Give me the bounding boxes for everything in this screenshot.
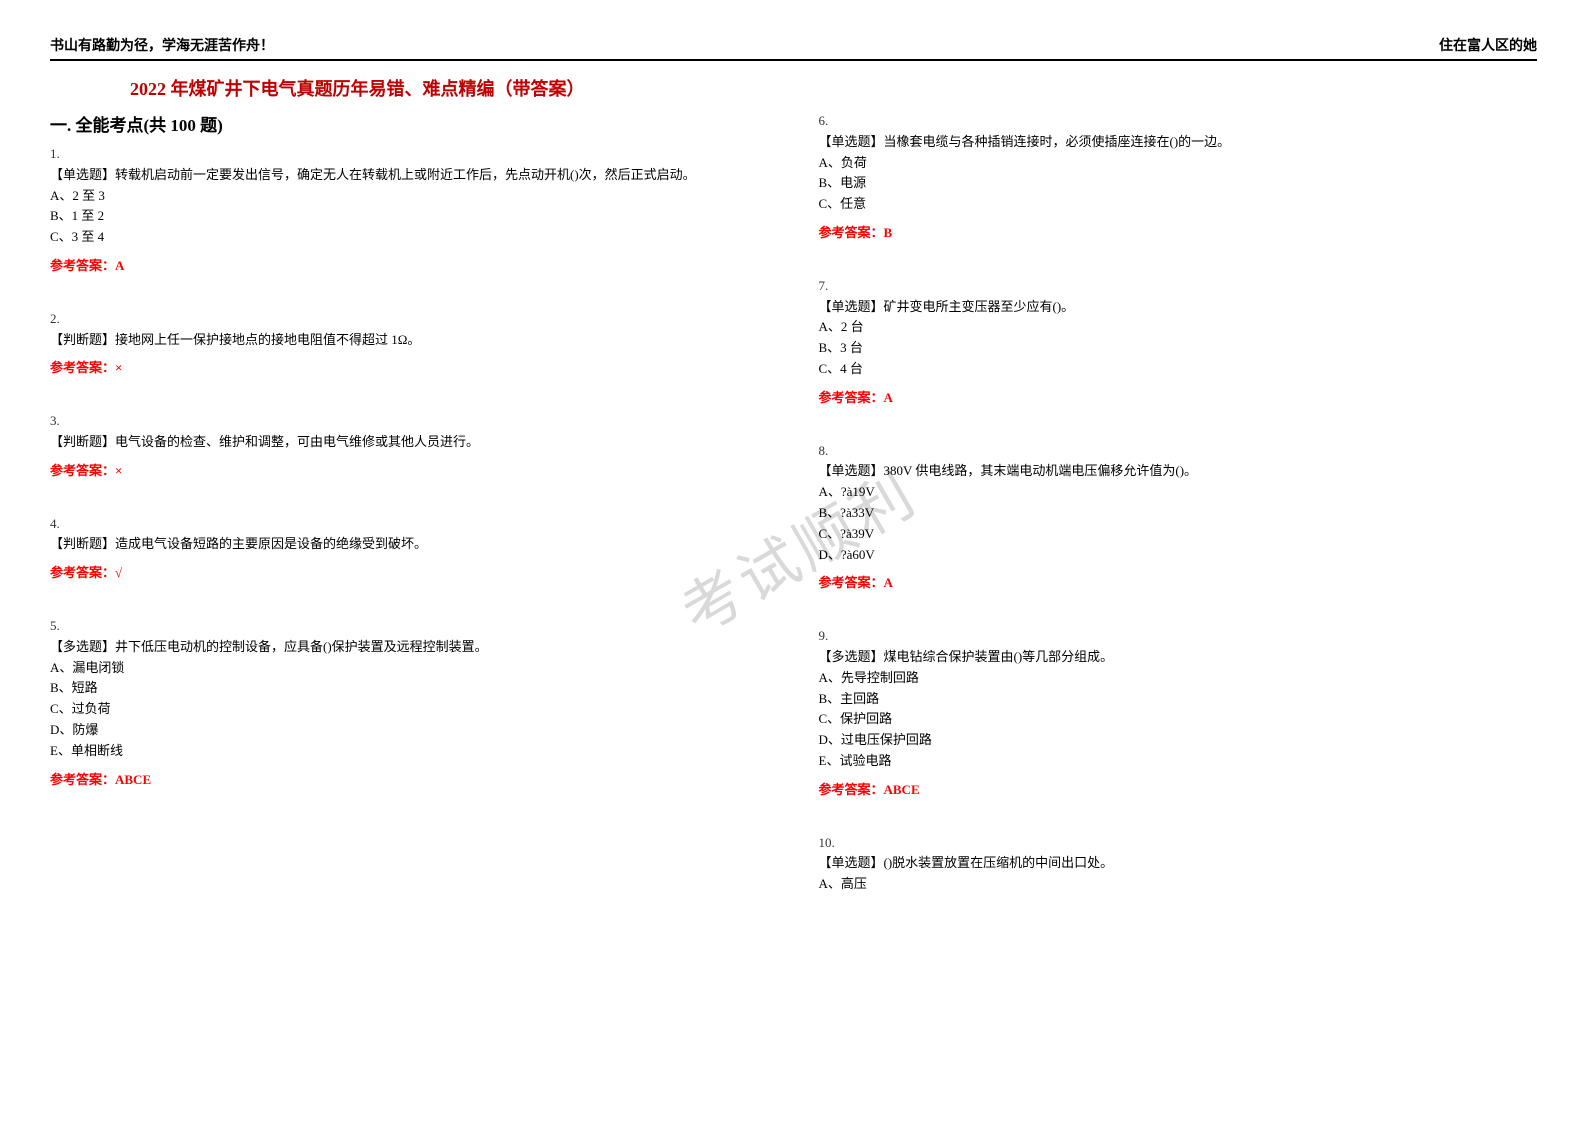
page-header: 书山有路勤为径，学海无涯苦作舟！ 住在富人区的她: [50, 35, 1537, 61]
q6-option-c: C、任意: [819, 194, 1538, 215]
q7-text: 【单选题】矿井变电所主变压器至少应有()。: [819, 297, 1538, 318]
q9-text: 【多选题】煤电钻综合保护装置由()等几部分组成。: [819, 647, 1538, 668]
q4-answer: 参考答案：√: [50, 563, 769, 584]
question-6: 6. 【单选题】当橡套电缆与各种插销连接时，必须使插座连接在()的一边。 A、负…: [819, 111, 1538, 244]
q8-answer: 参考答案：A: [819, 573, 1538, 594]
q7-option-b: B、3 台: [819, 338, 1538, 359]
q5-option-e: E、单相断线: [50, 741, 769, 762]
q1-option-c: C、3 至 4: [50, 227, 769, 248]
document-title: 2022 年煤矿井下电气真题历年易错、难点精编（带答案）: [50, 75, 1537, 101]
q8-option-a: A、?à19V: [819, 482, 1538, 503]
question-3: 3. 【判断题】电气设备的检查、维护和调整，可由电气维修或其他人员进行。 参考答…: [50, 411, 769, 481]
question-4: 4. 【判断题】造成电气设备短路的主要原因是设备的绝缘受到破坏。 参考答案：√: [50, 514, 769, 584]
q8-option-b: B、?à33V: [819, 503, 1538, 524]
q1-number: 1.: [50, 144, 769, 165]
q2-number: 2.: [50, 309, 769, 330]
q9-option-b: B、主回路: [819, 689, 1538, 710]
q3-answer: 参考答案：×: [50, 461, 769, 482]
q1-option-b: B、1 至 2: [50, 206, 769, 227]
q4-text: 【判断题】造成电气设备短路的主要原因是设备的绝缘受到破坏。: [50, 534, 769, 555]
q5-option-b: B、短路: [50, 678, 769, 699]
section-heading: 一. 全能考点(共 100 题): [50, 111, 769, 136]
q1-option-a: A、2 至 3: [50, 186, 769, 207]
q5-option-d: D、防爆: [50, 720, 769, 741]
question-5: 5. 【多选题】井下低压电动机的控制设备，应具备()保护装置及远程控制装置。 A…: [50, 616, 769, 790]
q10-option-a: A、高压: [819, 874, 1538, 895]
q4-number: 4.: [50, 514, 769, 535]
q9-option-c: C、保护回路: [819, 709, 1538, 730]
q8-text: 【单选题】380V 供电线路，其末端电动机端电压偏移允许值为()。: [819, 461, 1538, 482]
q9-option-d: D、过电压保护回路: [819, 730, 1538, 751]
q9-option-e: E、试验电路: [819, 751, 1538, 772]
question-9: 9. 【多选题】煤电钻综合保护装置由()等几部分组成。 A、先导控制回路 B、主…: [819, 626, 1538, 800]
q9-answer: 参考答案：ABCE: [819, 780, 1538, 801]
q9-number: 9.: [819, 626, 1538, 647]
q7-number: 7.: [819, 276, 1538, 297]
q5-text: 【多选题】井下低压电动机的控制设备，应具备()保护装置及远程控制装置。: [50, 637, 769, 658]
q6-answer: 参考答案：B: [819, 223, 1538, 244]
question-7: 7. 【单选题】矿井变电所主变压器至少应有()。 A、2 台 B、3 台 C、4…: [819, 276, 1538, 409]
q5-number: 5.: [50, 616, 769, 637]
question-10: 10. 【单选题】()脱水装置放置在压缩机的中间出口处。 A、高压: [819, 833, 1538, 895]
left-column: 一. 全能考点(共 100 题) 1. 【单选题】转载机启动前一定要发出信号，确…: [50, 111, 769, 927]
q3-number: 3.: [50, 411, 769, 432]
q8-option-c: C、?à39V: [819, 524, 1538, 545]
q1-answer: 参考答案：A: [50, 256, 769, 277]
right-column: 6. 【单选题】当橡套电缆与各种插销连接时，必须使插座连接在()的一边。 A、负…: [819, 111, 1538, 927]
q6-option-a: A、负荷: [819, 153, 1538, 174]
header-left-motto: 书山有路勤为径，学海无涯苦作舟！: [50, 35, 274, 55]
q6-text: 【单选题】当橡套电缆与各种插销连接时，必须使插座连接在()的一边。: [819, 132, 1538, 153]
q5-option-a: A、漏电闭锁: [50, 658, 769, 679]
header-right-text: 住在富人区的她: [1439, 35, 1537, 55]
q8-number: 8.: [819, 441, 1538, 462]
q2-answer: 参考答案：×: [50, 358, 769, 379]
q7-option-c: C、4 台: [819, 359, 1538, 380]
q7-answer: 参考答案：A: [819, 388, 1538, 409]
q7-option-a: A、2 台: [819, 317, 1538, 338]
question-1: 1. 【单选题】转载机启动前一定要发出信号，确定无人在转载机上或附近工作后，先点…: [50, 144, 769, 277]
question-2: 2. 【判断题】接地网上任一保护接地点的接地电阻值不得超过 1Ω。 参考答案：×: [50, 309, 769, 379]
q2-text: 【判断题】接地网上任一保护接地点的接地电阻值不得超过 1Ω。: [50, 330, 769, 351]
q1-text: 【单选题】转载机启动前一定要发出信号，确定无人在转载机上或附近工作后，先点动开机…: [50, 165, 769, 186]
q10-number: 10.: [819, 833, 1538, 854]
q3-text: 【判断题】电气设备的检查、维护和调整，可由电气维修或其他人员进行。: [50, 432, 769, 453]
q9-option-a: A、先导控制回路: [819, 668, 1538, 689]
q6-number: 6.: [819, 111, 1538, 132]
q6-option-b: B、电源: [819, 173, 1538, 194]
q8-option-d: D、?à60V: [819, 545, 1538, 566]
content-columns: 一. 全能考点(共 100 题) 1. 【单选题】转载机启动前一定要发出信号，确…: [50, 111, 1537, 927]
q10-text: 【单选题】()脱水装置放置在压缩机的中间出口处。: [819, 853, 1538, 874]
question-8: 8. 【单选题】380V 供电线路，其末端电动机端电压偏移允许值为()。 A、?…: [819, 441, 1538, 595]
q5-option-c: C、过负荷: [50, 699, 769, 720]
q5-answer: 参考答案：ABCE: [50, 770, 769, 791]
